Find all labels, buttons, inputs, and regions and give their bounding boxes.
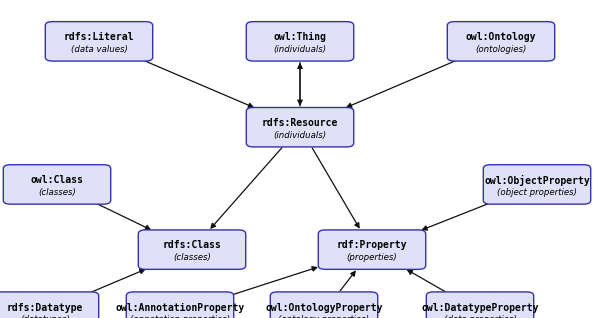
FancyBboxPatch shape [246,107,353,147]
Text: (ontologies): (ontologies) [475,45,527,54]
Text: owl:Class: owl:Class [31,175,83,185]
FancyBboxPatch shape [0,292,98,318]
FancyBboxPatch shape [46,22,152,61]
Text: rdfs:Class: rdfs:Class [163,240,221,251]
Text: (properties): (properties) [347,253,397,262]
Text: (classes): (classes) [173,253,211,262]
Text: owl:DatatypeProperty: owl:DatatypeProperty [421,302,539,313]
Text: (datatypes): (datatypes) [20,315,70,318]
Text: (data properties): (data properties) [443,315,517,318]
Text: owl:Ontology: owl:Ontology [466,32,536,42]
Text: (classes): (classes) [38,188,76,197]
Text: rdfs:Literal: rdfs:Literal [64,32,134,42]
FancyBboxPatch shape [246,22,353,61]
Text: owl:OntologyProperty: owl:OntologyProperty [265,302,383,313]
FancyBboxPatch shape [4,165,111,204]
FancyBboxPatch shape [138,230,246,269]
Text: (individuals): (individuals) [274,45,326,54]
Text: rdf:Property: rdf:Property [337,240,407,251]
Text: (object properties): (object properties) [497,188,577,197]
Text: rdfs:Datatype: rdfs:Datatype [7,302,83,313]
Text: (data values): (data values) [71,45,127,54]
Text: rdfs:Resource: rdfs:Resource [262,118,338,128]
Text: owl:AnnotationProperty: owl:AnnotationProperty [115,302,245,313]
FancyBboxPatch shape [318,230,426,269]
FancyBboxPatch shape [426,292,534,318]
Text: owl:ObjectProperty: owl:ObjectProperty [484,175,590,186]
FancyBboxPatch shape [447,22,554,61]
FancyBboxPatch shape [271,292,378,318]
Text: (annotation properties): (annotation properties) [130,315,230,318]
Text: (ontology properties): (ontology properties) [278,315,370,318]
FancyBboxPatch shape [484,165,590,204]
FancyBboxPatch shape [126,292,234,318]
Text: (individuals): (individuals) [274,131,326,140]
Text: owl:Thing: owl:Thing [274,32,326,42]
